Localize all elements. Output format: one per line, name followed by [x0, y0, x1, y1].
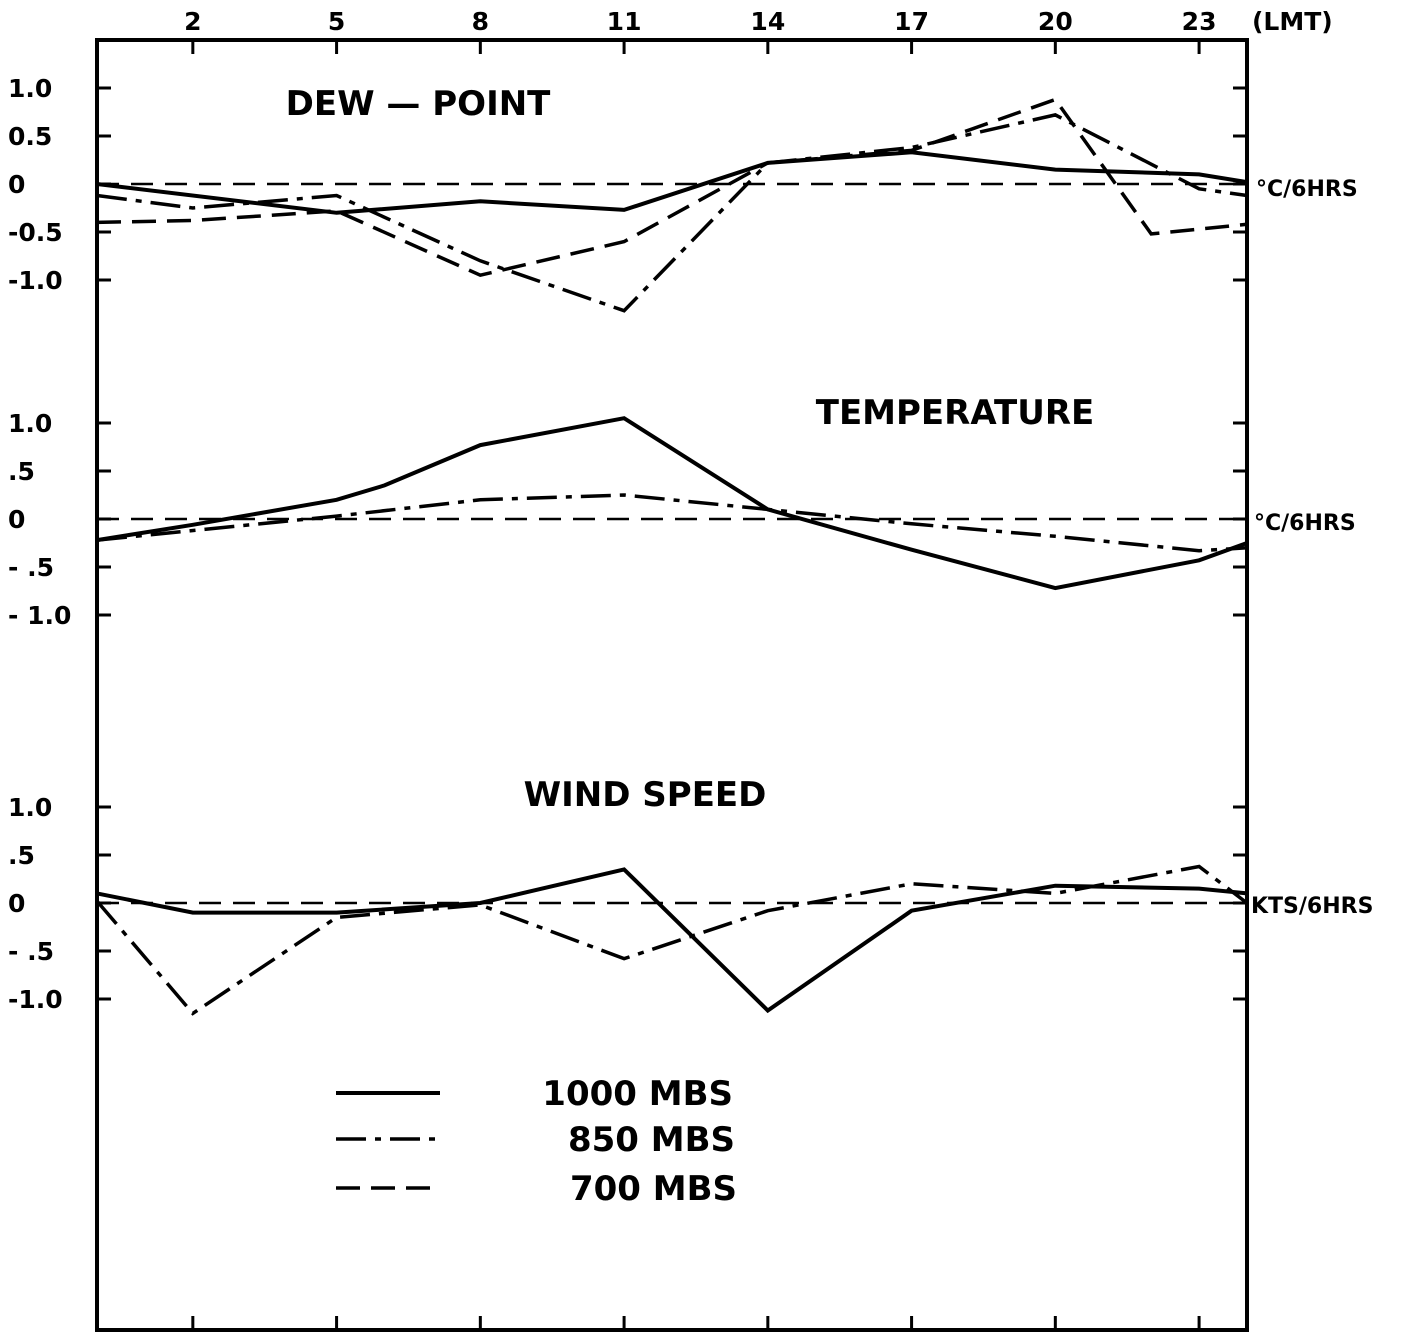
legend-label: 700 MBS [570, 1169, 737, 1209]
panel-1: 1.0 0.5 0 -0.5 -1.0 DEW — POINT °C/6HRS [8, 74, 1358, 313]
series-1000-mbs [96, 416, 1248, 591]
x-tick-label: 5 [328, 7, 345, 36]
series-1000-mbs [96, 867, 1248, 1014]
x-axis-top: 2 5 8 11 14 17 20 23 [184, 7, 1216, 54]
x-tick-label: 14 [750, 7, 785, 36]
y-tick-label: 0 [8, 505, 25, 534]
y-tick-label: 0.5 [8, 122, 52, 151]
y-tick-label: - .5 [8, 553, 54, 582]
x-tick-label: 20 [1038, 7, 1073, 36]
x-tick-label: 2 [184, 7, 201, 36]
series-850-mbs [96, 113, 1248, 313]
y-tick-label: - .5 [8, 937, 54, 966]
y-tick-label: 0 [8, 889, 25, 918]
plot-frame [95, 38, 1249, 1332]
panel-title: TEMPERATURE [816, 393, 1094, 433]
x-axis-label: (LMT) [1252, 7, 1333, 36]
unit-label: °C/6HRS [1256, 177, 1358, 202]
panel-title: WIND SPEED [524, 775, 767, 815]
y-tick-label: 1.0 [8, 409, 52, 438]
x-tick-label: 17 [894, 7, 929, 36]
panel-2: 1.0 .5 0 - .5 - 1.0 TEMPERATURE °C/6HRS [8, 393, 1356, 630]
series-1000-mbs [96, 150, 1248, 215]
x-tick-label: 11 [607, 7, 642, 36]
panel-3: 1.0 .5 0 - .5 -1.0 WIND SPEED KTS/6HRS [8, 775, 1373, 1016]
unit-label: °C/6HRS [1254, 511, 1356, 536]
y-tick-label: 1.0 [8, 793, 52, 822]
x-tick-label: 8 [472, 7, 489, 36]
y-tick-label: 0 [8, 170, 25, 199]
panel-title: DEW — POINT [286, 84, 552, 124]
legend-label: 850 MBS [568, 1120, 735, 1160]
y-tick-label: -0.5 [8, 218, 63, 247]
y-tick-label: -1.0 [8, 985, 63, 1014]
x-tick-label: 23 [1182, 7, 1217, 36]
series-850-mbs [95, 864, 1249, 1016]
y-tick-label: .5 [8, 457, 35, 486]
series-700-mbs [96, 97, 1248, 278]
unit-label: KTS/6HRS [1251, 894, 1373, 919]
y-tick-label: - 1.0 [8, 601, 71, 630]
y-tick-label: .5 [8, 841, 35, 870]
x-axis-bottom [191, 1316, 1201, 1330]
legend-label: 1000 MBS [542, 1074, 733, 1114]
y-tick-label: -1.0 [8, 266, 63, 295]
y-tick-label: 1.0 [8, 74, 52, 103]
series-850-mbs [96, 493, 1248, 553]
legend: 1000 MBS 850 MBS 700 MBS [336, 1074, 737, 1209]
